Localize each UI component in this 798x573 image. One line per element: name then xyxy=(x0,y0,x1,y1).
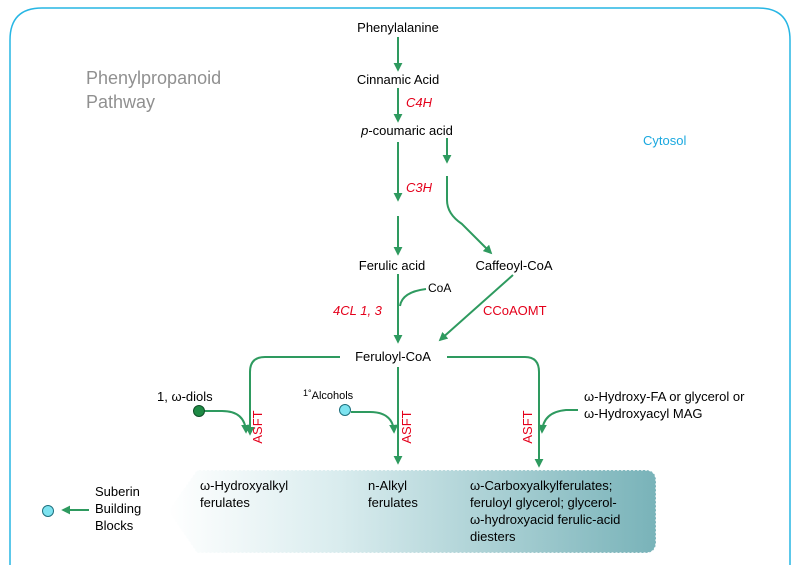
suberin-node xyxy=(42,505,54,517)
suberin-label-line1: Suberin xyxy=(95,484,140,499)
ferulic-acid-label: Ferulic acid xyxy=(359,258,425,273)
cytosol-label: Cytosol xyxy=(643,133,686,148)
carboxyalkyl-line1: ω-Carboxyalkylferulates; xyxy=(470,478,612,493)
hydroxy-fa-label-line2: ω-Hydroxyacyl MAG xyxy=(584,406,703,421)
arrow-feruloyl-right xyxy=(447,356,544,468)
c4h-enzyme: C4H xyxy=(406,95,433,110)
phenylalanine-label: Phenylalanine xyxy=(357,20,439,35)
carboxyalkyl-line4: diesters xyxy=(470,529,516,544)
ccoaomt-enzyme: CCoAOMT xyxy=(483,303,547,318)
arrow-feruloyl-left xyxy=(245,356,340,436)
diols-label: 1, ω-diols xyxy=(157,389,213,404)
asft-enzyme-middle: ASFT xyxy=(399,410,414,443)
asft-enzyme-right: ASFT xyxy=(520,410,535,443)
alkyl-ferulates-line2: ferulates xyxy=(368,495,418,510)
cytosol-border xyxy=(9,7,791,565)
hydroxy-fa-label-line1: ω-Hydroxy-FA or glycerol or xyxy=(584,389,745,404)
pathway-title-line2: Pathway xyxy=(86,92,155,112)
asft-enzyme-left: ASFT xyxy=(250,410,265,443)
arrow-hydroxyfa-join xyxy=(537,409,578,434)
hydroxyalkyl-ferulates-line1: ω-Hydroxyalkyl xyxy=(200,478,288,493)
alcohols-node xyxy=(339,404,351,416)
cinnamic-acid-label: Cinnamic Acid xyxy=(357,72,439,87)
pathway-title-line1: Phenylpropanoid xyxy=(86,68,221,88)
hydroxyalkyl-ferulates-line2: ferulates xyxy=(200,495,250,510)
diols-node xyxy=(193,405,205,417)
arrow-coa-join xyxy=(399,288,427,307)
carboxyalkyl-line2: feruloyl glycerol; glycerol- xyxy=(470,495,617,510)
4cl-enzyme: 4CL 1, 3 xyxy=(333,303,383,318)
product-box xyxy=(167,469,657,554)
alcohols-label: 1°Alcohols xyxy=(303,388,354,402)
p-coumaric-acid-label: p-coumaric acid xyxy=(360,123,453,138)
suberin-label-line3: Blocks xyxy=(95,518,134,533)
caffeoyl-coa-label: Caffeoyl-CoA xyxy=(475,258,552,273)
c3h-enzyme: C3H xyxy=(406,180,433,195)
alkyl-ferulates-line1: n-Alkyl xyxy=(368,478,407,493)
pathway-arrows xyxy=(61,37,578,515)
arrow-caffeoyl-to-feruloyl xyxy=(438,274,514,342)
arrow-alcohols-join xyxy=(351,411,399,434)
carboxyalkyl-line3: ω-hydroxyacid ferulic-acid xyxy=(470,512,620,527)
feruloyl-coa-label: Feruloyl-CoA xyxy=(355,349,431,364)
coa-label: CoA xyxy=(428,281,451,295)
arrow-diols-join xyxy=(205,410,251,434)
suberin-label-line2: Building xyxy=(95,501,141,516)
arrow-to-caffeoyl xyxy=(446,176,493,255)
